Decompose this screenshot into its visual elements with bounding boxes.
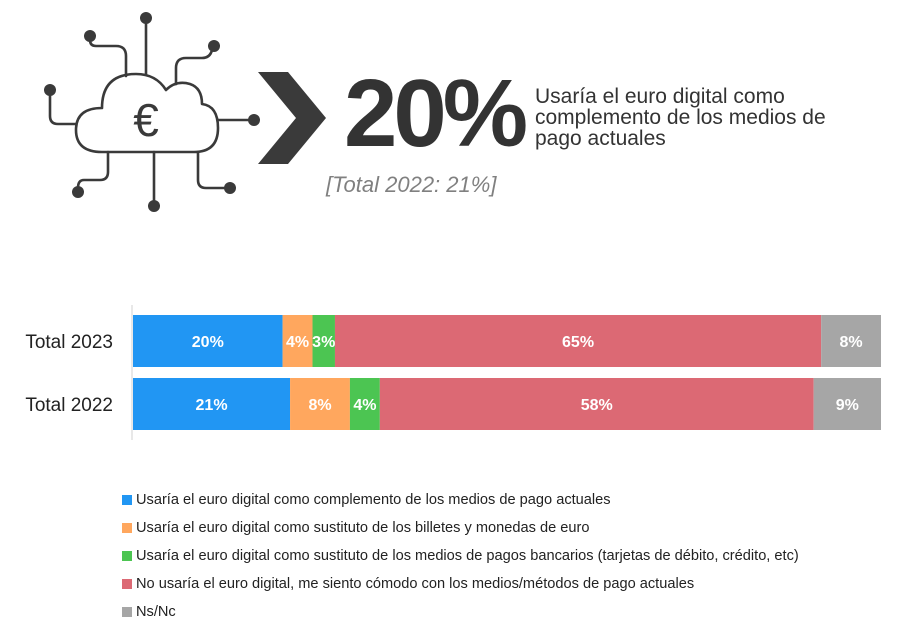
bar-segment <box>282 315 313 367</box>
bar-segment <box>290 378 350 430</box>
legend-swatch <box>122 551 132 561</box>
category-label: Total 2022 <box>25 395 113 416</box>
legend-swatch <box>122 607 132 617</box>
legend-label: Usaría el euro digital como sustituto de… <box>136 548 799 564</box>
data-label: 3% <box>312 334 335 351</box>
bar-segment <box>133 315 283 367</box>
legend-label: Usaría el euro digital como complemento … <box>136 492 611 508</box>
legend-item: Ns/Nc <box>122 598 799 626</box>
headline-description: Usaría el euro digital como complemento … <box>535 85 826 150</box>
bar-segment <box>312 315 335 367</box>
legend-label: Ns/Nc <box>136 604 176 620</box>
legend-label: Usaría el euro digital como sustituto de… <box>136 520 590 536</box>
bar-segment <box>821 315 881 367</box>
legend-swatch <box>122 495 132 505</box>
category-label: Total 2023 <box>25 332 113 353</box>
bar-segment <box>133 378 291 430</box>
legend-item: Usaría el euro digital como sustituto de… <box>122 542 799 570</box>
legend-item: No usaría el euro digital, me siento cóm… <box>122 570 799 598</box>
legend-swatch <box>122 523 132 533</box>
chevron-right-icon <box>258 72 326 164</box>
data-label: 65% <box>562 334 594 351</box>
data-label: 8% <box>308 397 331 414</box>
data-label: 9% <box>836 397 859 414</box>
legend-item: Usaría el euro digital como sustituto de… <box>122 514 799 542</box>
legend-label: No usaría el euro digital, me siento cóm… <box>136 576 695 592</box>
data-label: 21% <box>196 397 228 414</box>
data-label: 4% <box>353 397 376 414</box>
data-label: 4% <box>286 334 309 351</box>
data-label: 8% <box>840 334 863 351</box>
stacked-bar-chart: Total 2023 20% 4% 3% 65% 8%Total 2022 21% 8% 4% 5… <box>25 305 881 440</box>
bar-segment <box>349 378 380 430</box>
bar-segment <box>379 378 814 430</box>
previous-total: [Total 2022: 21%] <box>326 172 497 197</box>
data-label: 58% <box>581 397 613 414</box>
legend-swatch <box>122 579 132 589</box>
legend-item: Usaría el euro digital como complemento … <box>122 486 799 514</box>
svg-text:€: € <box>133 94 159 146</box>
cloud-euro-circuit-icon: € <box>44 12 260 212</box>
headline-value: 20% <box>344 60 528 167</box>
bar-segment <box>813 378 881 430</box>
bar-segment <box>334 315 822 367</box>
data-label: 20% <box>192 334 224 351</box>
chart-legend: Usaría el euro digital como complemento … <box>122 486 799 626</box>
